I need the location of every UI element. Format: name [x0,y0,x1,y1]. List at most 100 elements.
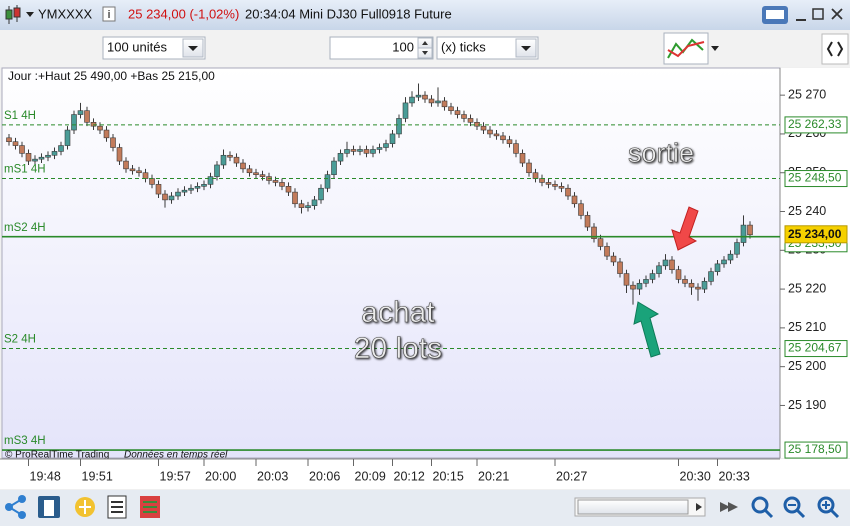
candle-body [84,110,90,123]
candle-body [324,174,331,189]
candle-body [396,118,402,135]
ticks-mode-select[interactable] [436,36,539,60]
candle-body [110,137,116,148]
side-panel-glyph [826,41,844,57]
share-button[interactable] [5,495,26,519]
level-name: mS3 4H [4,435,46,447]
tool-button[interactable] [75,497,95,517]
y-tick-label: 25 270 [788,87,826,101]
candle-body [454,110,461,115]
candle-body [461,114,467,119]
instrument-info: 20:34:04 Mini DJ30 Full0918 Future [245,6,452,21]
maximize-button[interactable] [812,8,824,20]
level-box [784,441,848,459]
candle-body [155,184,162,195]
candle-body [331,160,337,175]
candle-body [623,273,630,286]
candle-body [370,149,376,154]
level-label: 25 204,67 [788,341,842,355]
last-price-label: 25 234,00 [788,227,842,241]
candle-body [272,180,279,183]
candle-body [201,184,207,187]
candle-body [610,255,617,263]
candle-body [227,154,233,158]
candle-body [740,224,747,243]
candle-body [259,174,266,177]
candle-body [149,178,155,185]
candle-body [12,141,19,146]
x-tick-label: 20:30 [680,469,711,483]
zoom-fit-button[interactable] [751,496,774,519]
candle-body [721,259,727,265]
candle-body [90,122,97,127]
candle-body [363,149,370,154]
info-icon[interactable] [102,6,116,22]
scroll-thumb[interactable] [577,499,689,515]
candle-body [558,186,565,189]
candle-body [682,279,688,284]
ticks-input[interactable] [329,36,434,60]
price-change: 25 234,00 (-1,02%) [128,6,239,21]
candle-body [513,143,519,154]
level-label: 25 248,50 [788,171,842,185]
keyboard-glyph [766,10,784,19]
candle-body [519,153,526,164]
tool-button[interactable] [38,496,60,518]
x-tick-label: 20:12 [394,469,425,483]
candle-body [298,203,305,208]
level-box [784,116,848,134]
candle-body [318,187,324,201]
candle-body [246,168,253,174]
dropdown-arrow[interactable] [711,46,719,51]
candle-body [604,246,610,257]
candle-body [727,253,734,261]
candle-body [597,238,604,247]
side-panel-toggle[interactable] [821,33,849,65]
close-button[interactable] [831,8,843,20]
candle-body [38,156,45,160]
candle-body [415,94,422,98]
y-tick-label: 25 210 [788,320,826,334]
candle-body [97,125,103,131]
candle-body [500,135,506,141]
scroll-right[interactable] [696,503,702,511]
candle-body [480,125,487,131]
candle-body [701,281,708,290]
y-tick-label: 25 220 [788,281,826,295]
candle-body [58,145,64,152]
candle-body [6,137,12,142]
candle-icon [5,5,21,24]
dropdown-arrow[interactable] [26,12,34,17]
candle-body [45,154,51,158]
candle-body [435,100,441,104]
candle-body [662,259,669,267]
candle-body [376,147,383,150]
x-tick-label: 19:48 [30,469,61,483]
candle-body [116,147,123,162]
candle-body [168,195,175,201]
candle-body [220,154,227,166]
x-tick-label: 20:15 [433,469,464,483]
footer-note: Données en temps réel [124,450,228,461]
candle-body [448,106,454,111]
candle-body [422,94,428,100]
candle-body [493,133,500,137]
candle-body [142,172,149,179]
symbol[interactable]: YMXXXX [38,6,93,21]
tool-button[interactable] [140,496,160,518]
candle-body [285,186,292,193]
candle-body [64,129,71,146]
candle-body [175,191,181,197]
scroll-end[interactable] [720,502,738,512]
x-tick-label: 19:57 [160,469,191,483]
tool-button[interactable] [107,495,127,519]
zoom-in-button[interactable] [817,496,840,519]
units-select[interactable] [102,36,206,60]
candle-body [734,242,740,255]
zoom-out-button[interactable] [783,496,806,519]
x-tick-label: 20:00 [205,469,236,483]
buy-arrow [633,301,661,358]
candle-body [467,118,474,123]
